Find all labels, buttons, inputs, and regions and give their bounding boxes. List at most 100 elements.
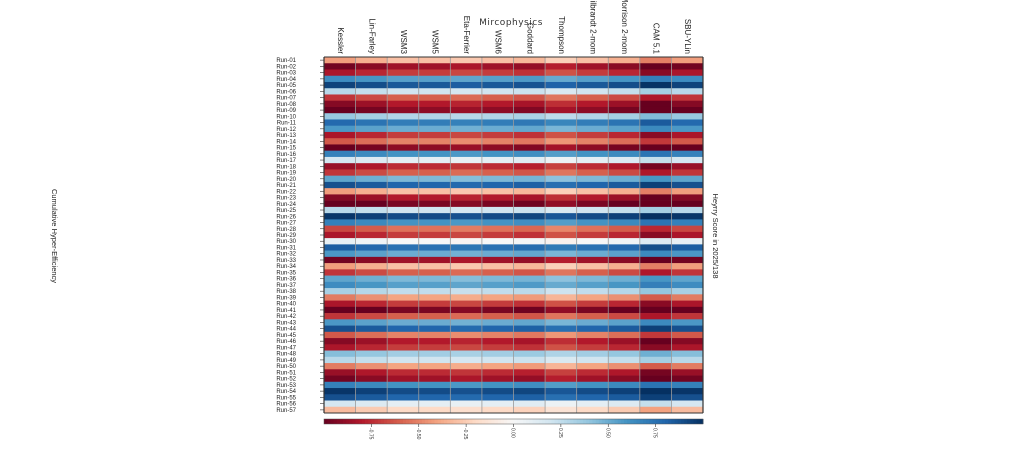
heatmap-cell xyxy=(481,344,514,351)
heatmap-cell xyxy=(355,113,388,120)
colorbar-segment xyxy=(608,419,612,424)
heatmap-cell xyxy=(481,69,514,77)
heatmap-cell xyxy=(387,188,420,195)
heatmap-cell xyxy=(545,369,577,376)
heatmap-cell xyxy=(324,306,356,314)
colorbar-segment xyxy=(324,419,328,424)
heatmap-cell xyxy=(450,375,483,383)
heatmap-cell xyxy=(481,275,514,283)
heatmap-cell xyxy=(639,288,672,295)
colorbar-segment xyxy=(421,419,426,424)
heatmap-cell xyxy=(324,119,356,127)
heatmap-cell xyxy=(355,331,388,339)
column-label: WSM3 xyxy=(399,30,408,55)
heatmap-cell xyxy=(481,106,514,114)
heatmap-cell xyxy=(418,231,451,239)
heatmap-cell xyxy=(576,275,609,283)
heatmap-cell xyxy=(481,188,514,195)
heatmap-cell xyxy=(450,181,483,189)
heatmap-cell xyxy=(481,163,514,170)
heatmap-cell xyxy=(608,400,641,408)
heatmap-cell xyxy=(513,375,546,383)
heatmap-cell xyxy=(513,306,546,314)
heatmap-cell xyxy=(608,375,641,383)
heatmap-cell xyxy=(355,138,388,145)
colorbar-segment xyxy=(456,419,461,424)
heatmap-cell xyxy=(324,225,356,233)
row-label: Run-17 xyxy=(276,158,296,164)
heatmap-cell xyxy=(387,363,420,370)
heatmap-cell xyxy=(671,269,704,276)
heatmap-cell xyxy=(324,263,356,270)
heatmap-cell xyxy=(481,331,514,339)
heatmap-cell xyxy=(639,400,672,408)
heatmap-cell xyxy=(671,75,704,83)
heatmap-cell xyxy=(418,269,451,276)
heatmap-cell xyxy=(355,225,388,233)
row-label: Run-23 xyxy=(276,196,296,202)
heatmap-cell xyxy=(576,169,609,176)
heatmap-cell xyxy=(387,344,420,351)
colorbar-segment xyxy=(349,419,353,424)
right-axis-label: Heyrry Score in 2025/138 xyxy=(711,193,720,278)
heatmap-cell xyxy=(481,319,514,326)
colorbar-segment xyxy=(342,419,347,424)
heatmap-cell xyxy=(513,250,546,258)
heatmap-cell xyxy=(450,275,483,283)
heatmap-cell xyxy=(545,144,577,151)
heatmap-cell xyxy=(513,188,546,195)
heatmap-cell xyxy=(671,394,704,401)
heatmap-cell xyxy=(513,200,546,208)
colorbar-segment xyxy=(507,419,511,424)
heatmap-cell xyxy=(545,313,577,320)
heatmap-cell xyxy=(513,369,546,376)
row-label: Run-27 xyxy=(276,221,296,227)
heatmap-cell xyxy=(576,388,609,395)
heatmap-cell xyxy=(324,350,356,358)
heatmap-cell xyxy=(481,144,514,151)
colorbar-segment xyxy=(355,419,360,424)
row-label: Run-25 xyxy=(276,208,296,214)
heatmap-cell xyxy=(481,263,514,270)
colorbar-segment xyxy=(649,419,653,424)
heatmap-cell xyxy=(387,313,420,320)
heatmap-cell xyxy=(481,244,514,251)
heatmap-cell xyxy=(639,57,672,64)
heatmap-cell xyxy=(608,94,641,102)
heatmap-cell xyxy=(481,281,514,289)
heatmap-cell xyxy=(576,219,609,226)
heatmap-cell xyxy=(450,213,483,220)
heatmap-cell xyxy=(608,269,641,276)
heatmap-cell xyxy=(513,138,546,145)
heatmap-cell xyxy=(418,219,451,226)
heatmap-cell xyxy=(545,94,577,102)
heatmap-cell xyxy=(671,363,704,370)
heatmap-cell xyxy=(387,144,420,151)
heatmap-cell xyxy=(576,131,609,139)
heatmap-cell xyxy=(355,281,388,289)
heatmap-cell xyxy=(608,206,641,214)
heatmap-cell xyxy=(481,238,514,245)
heatmap-cell xyxy=(387,238,420,245)
heatmap-cell xyxy=(513,100,546,108)
heatmap-cell xyxy=(576,57,609,64)
heatmap-cell xyxy=(481,119,514,127)
heatmap-cell xyxy=(608,63,641,70)
heatmap-cell xyxy=(608,106,641,114)
heatmap-cell xyxy=(324,319,356,326)
colorbar-tick-label: 0.75 xyxy=(652,428,658,438)
colorbar-segment xyxy=(494,419,499,424)
heatmap-cell xyxy=(545,131,577,139)
heatmap-cell xyxy=(545,344,577,351)
heatmap-cell xyxy=(545,106,577,114)
heatmap-cell xyxy=(576,338,609,345)
heatmap-cell xyxy=(387,125,420,133)
heatmap-cell xyxy=(418,194,451,201)
row-label: Run-28 xyxy=(276,227,296,233)
heatmap-cell xyxy=(418,106,451,114)
heatmap-cell xyxy=(387,381,420,389)
heatmap-cell xyxy=(355,100,388,108)
heatmap-cell xyxy=(324,313,356,320)
heatmap-cell xyxy=(418,281,451,289)
heatmap-cell xyxy=(418,169,451,176)
